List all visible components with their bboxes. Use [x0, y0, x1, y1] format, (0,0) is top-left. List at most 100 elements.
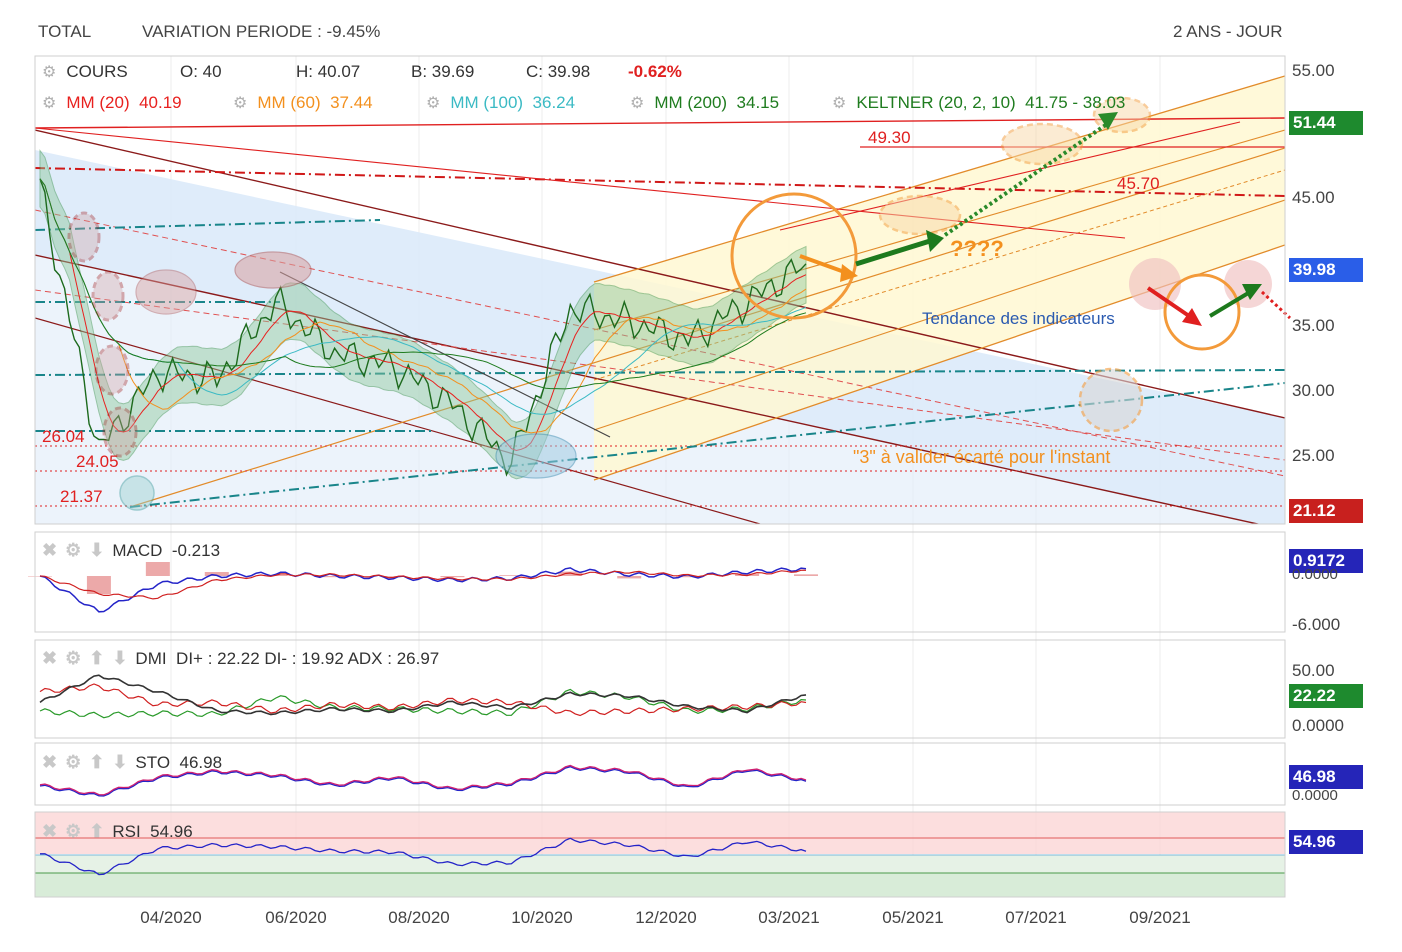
dashed-oval-orange-1	[878, 194, 962, 236]
legend-mm200: ⚙ MM (200) 34.15	[630, 93, 780, 112]
arrow-up-icon[interactable]: ⬆	[89, 648, 105, 668]
legend-high: H: 40.07	[296, 62, 361, 81]
mm20-line	[39, 178, 807, 452]
macd-hist-bar	[735, 573, 760, 576]
gear-icon[interactable]: ⚙	[233, 95, 248, 112]
dashed-oval-orange-4	[1078, 367, 1144, 433]
arrow-up-icon[interactable]: ⬆	[89, 821, 105, 841]
rsi-legend: ✖ ⚙ ⬆ RSI 54.96	[42, 821, 193, 841]
orange-circle-indicators	[1163, 273, 1241, 351]
pink-dot-left	[1129, 258, 1181, 310]
red-rise-line	[779, 121, 1241, 231]
dashed-oval-4	[102, 406, 138, 458]
period-selector[interactable]: 2 ANS - JOUR	[1173, 22, 1283, 41]
sto-d-line	[39, 764, 807, 796]
close-icon[interactable]: ✖	[42, 648, 58, 668]
ellipse-oct-low	[495, 433, 577, 479]
arrow-down-icon[interactable]: ⬇	[89, 540, 105, 560]
macd-hist-bar	[440, 576, 465, 578]
macd-hist-bar	[204, 572, 229, 576]
circle-low-marker	[119, 475, 155, 511]
red-dash-low2	[35, 289, 1285, 461]
green-dotted-arrowhead	[1098, 112, 1118, 130]
gear-icon[interactable]: ⚙	[426, 95, 441, 112]
arrow-up-icon[interactable]: ⬆	[89, 752, 105, 772]
level-label-2405: 24.05	[76, 452, 119, 471]
red-down-arrow	[1146, 286, 1194, 320]
teal-dashdot-high	[35, 219, 381, 231]
close-icon[interactable]: ✖	[42, 821, 58, 841]
macd-hist-bar	[86, 576, 111, 594]
dmi-axis-zero: 0.0000	[1292, 716, 1344, 735]
dashed-oval-3	[94, 344, 130, 396]
rsi-tag: 54.96	[1289, 830, 1363, 854]
macd-hist-bar	[676, 576, 701, 578]
x-tick-04-2020: 04/2020	[140, 908, 202, 927]
level-label-2137: 21.37	[60, 487, 103, 506]
dmi-tag: 22.22	[1289, 684, 1363, 708]
legend-mm100: ⚙ MM (100) 36.24	[426, 93, 576, 112]
arrow-down-icon[interactable]: ⬇	[112, 648, 128, 668]
legend-change: -0.62%	[628, 62, 682, 81]
dmi-plus-line	[39, 688, 807, 719]
gear-icon[interactable]: ⚙	[42, 95, 57, 112]
ellipse-jun-high	[234, 251, 312, 289]
x-tick-05-2021: 05/2021	[882, 908, 944, 927]
macd-hist-bar	[322, 576, 347, 578]
bull-line-1	[593, 75, 1285, 283]
tag-51-44: 51.44	[1289, 111, 1363, 135]
macd-hist-bar	[617, 576, 642, 579]
price-tick-35: 35.00	[1292, 316, 1335, 335]
macd-axis-zero: 0.0000	[1292, 566, 1338, 583]
legend-mm20: ⚙ MM (20) 40.19	[42, 93, 182, 112]
green-up-arrow	[855, 238, 931, 267]
x-tick-08-2020: 08/2020	[388, 908, 450, 927]
price-tick-45: 45.00	[1292, 188, 1335, 207]
tendance-indicateurs: Tendance des indicateurs	[922, 309, 1115, 328]
gear-icon[interactable]: ⚙	[65, 648, 82, 668]
level-label-2604: 26.04	[42, 427, 85, 446]
x-tick-06-2020: 06/2020	[265, 908, 327, 927]
legend-cours: ⚙ COURS	[42, 62, 128, 81]
gear-icon[interactable]: ⚙	[42, 64, 57, 81]
sto-k-line	[39, 766, 807, 797]
legend-open: O: 40	[180, 62, 222, 81]
macd-hist-bar	[558, 571, 583, 576]
legend-low: B: 39.69	[411, 62, 475, 81]
valider-note: "3" à valider écarté pour l'instant	[853, 447, 1111, 467]
adx-line	[39, 674, 807, 716]
long-orange-support	[129, 147, 1285, 508]
dashed-oval-2	[91, 270, 125, 322]
close-icon[interactable]: ✖	[42, 752, 58, 772]
arrow-down-icon[interactable]: ⬇	[112, 752, 128, 772]
macd-histogram	[28, 562, 818, 594]
legend-keltner: ⚙ KELTNER (20, 2, 10) 41.75 - 38.03	[832, 93, 1126, 112]
red-down-arrowhead	[1182, 308, 1202, 326]
question-marks: ????	[950, 236, 1004, 261]
sto-legend: ✖ ⚙ ⬆ ⬇ STO 46.98	[42, 752, 223, 772]
dmi-legend: ✖ ⚙ ⬆ ⬇ DMI DI+ : 22.22 DI- : 19.92 ADX : 26…	[42, 648, 440, 668]
bear-channel-mid	[35, 317, 761, 524]
legend-close: C: 39.98	[526, 62, 591, 81]
macd-legend: ✖ ⚙ ⬇ MACD -0.213	[42, 540, 221, 560]
x-tick-12-2020: 12/2020	[635, 908, 697, 927]
bear-channel-fill-lower	[35, 255, 1285, 524]
gear-icon[interactable]: ⚙	[65, 752, 82, 772]
close-icon[interactable]: ✖	[42, 540, 58, 560]
gear-icon[interactable]: ⚙	[65, 821, 82, 841]
x-tick-10-2020: 10/2020	[511, 908, 573, 927]
mm60-line	[39, 178, 807, 434]
bull-line-3	[593, 169, 1285, 381]
orange-circle-price	[730, 192, 858, 320]
red-resistance-top	[35, 117, 1285, 129]
macd-hist-bar	[499, 575, 524, 576]
gear-icon[interactable]: ⚙	[630, 95, 645, 112]
gear-icon[interactable]: ⚙	[832, 95, 847, 112]
dashed-oval-orange-2	[1000, 122, 1084, 166]
macd-signal	[39, 569, 807, 600]
macd-tag: 0.9172	[1289, 549, 1363, 573]
dmi-minus-line	[39, 683, 807, 717]
level-label-4570: 45.70	[1117, 174, 1160, 193]
gear-icon[interactable]: ⚙	[65, 540, 82, 560]
